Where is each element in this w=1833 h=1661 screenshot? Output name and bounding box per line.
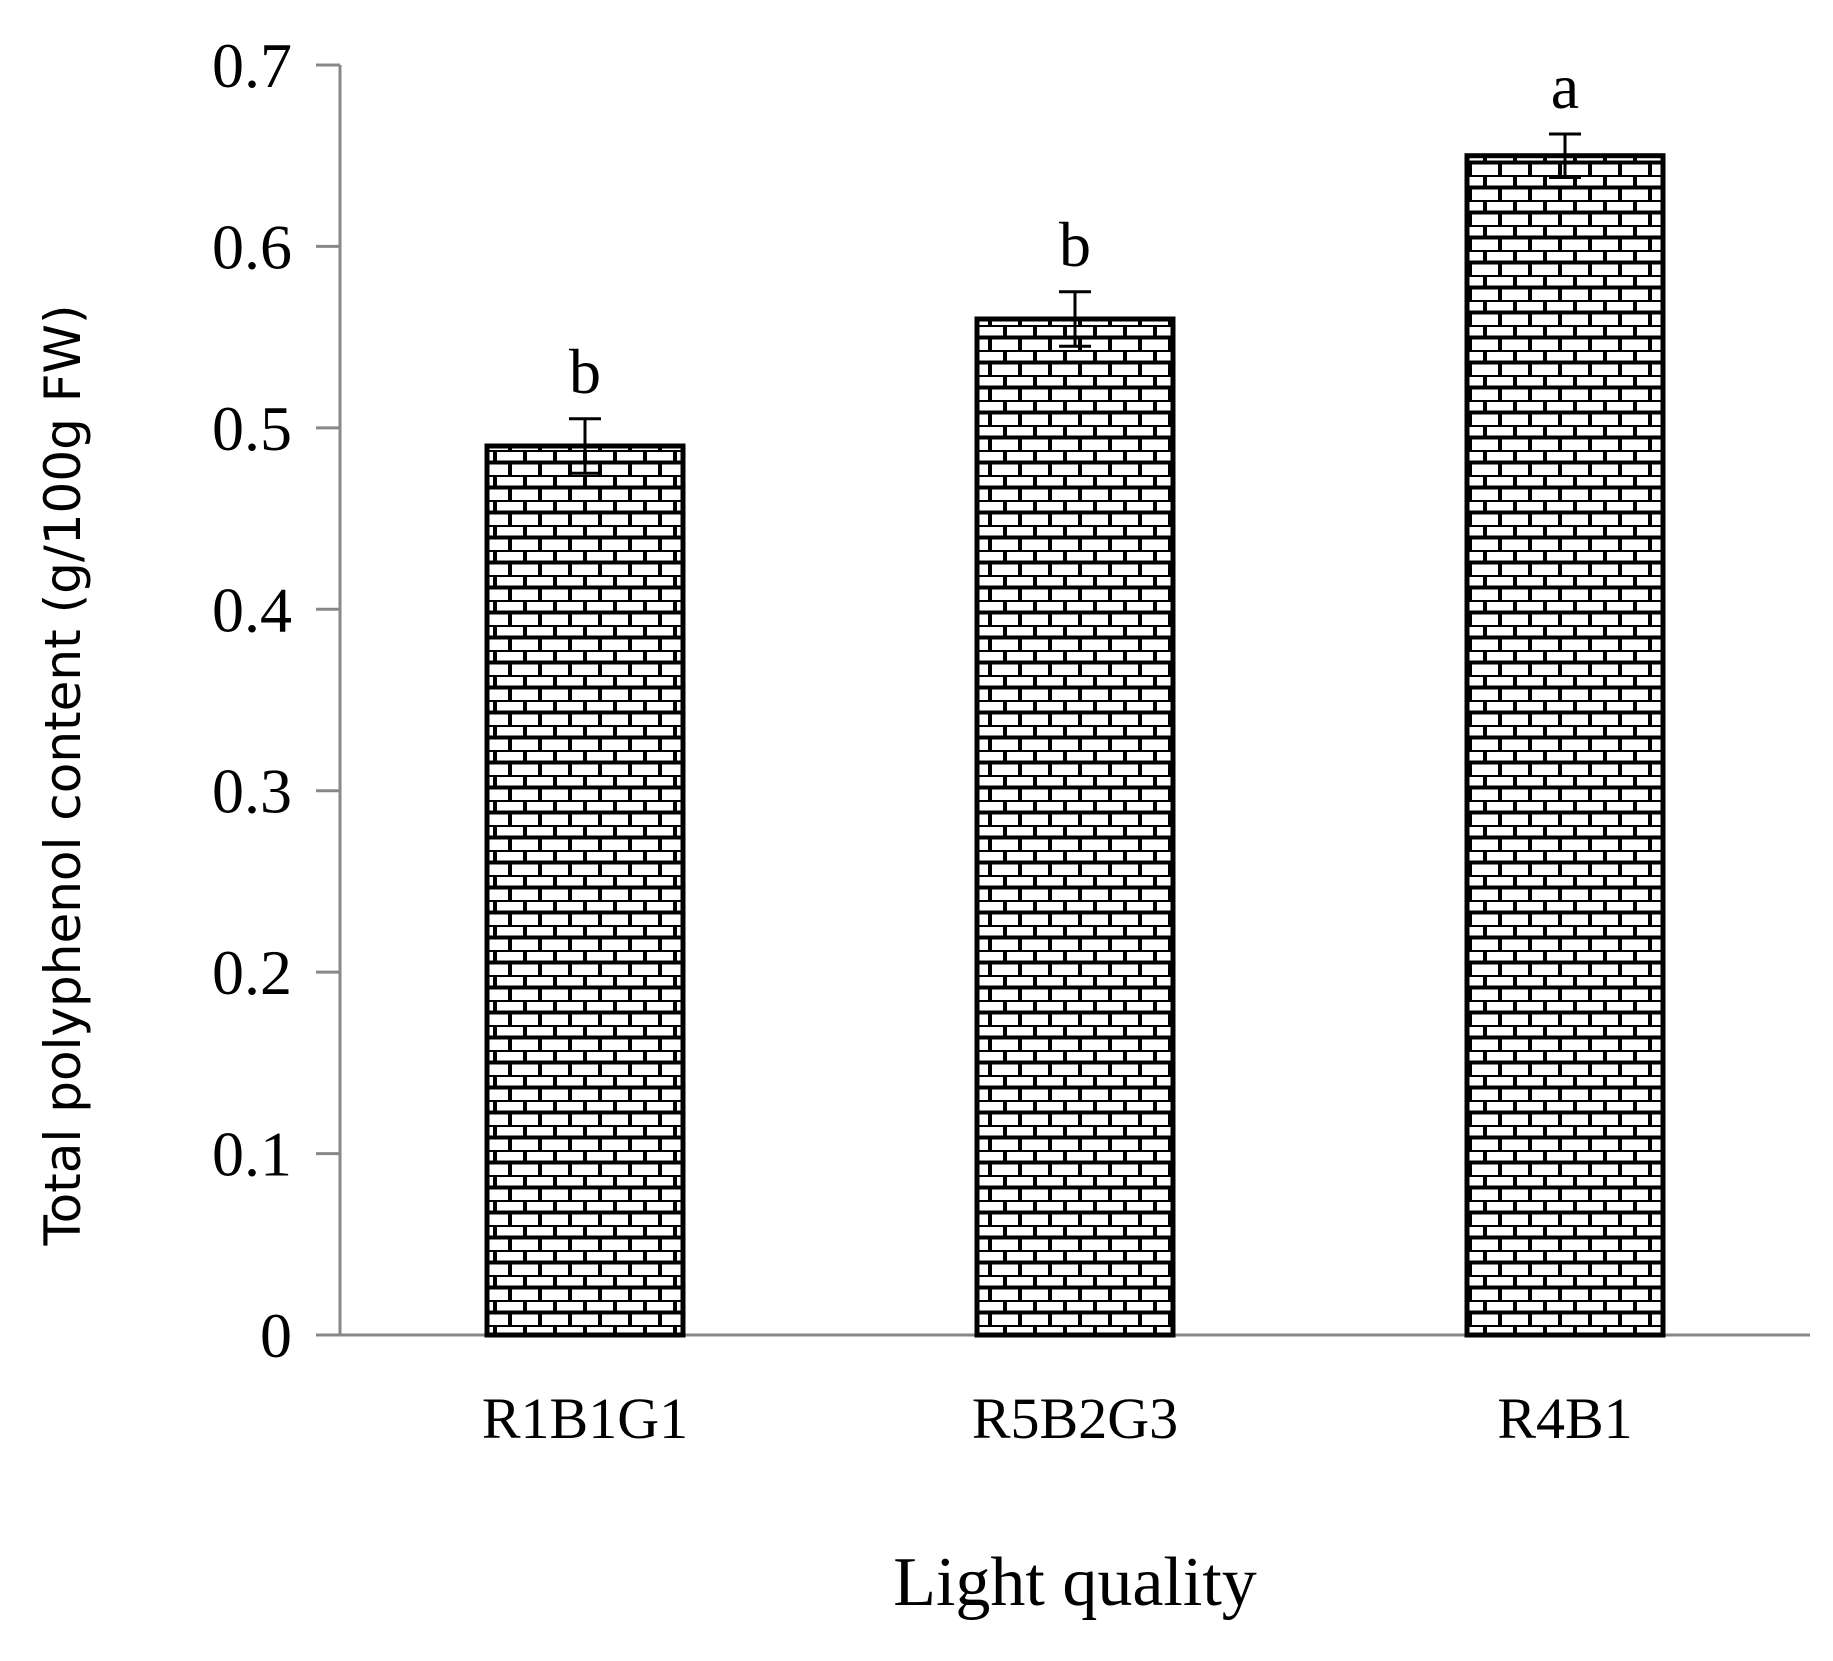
- bars: b b a: [484, 51, 1666, 1338]
- x-axis: R1B1G1 R5B2G3 R4B1: [318, 1333, 1810, 1451]
- bar-r4b1: [1464, 153, 1666, 1338]
- labels: Light quality Total polyphenol content (…: [34, 305, 1257, 1621]
- y-tick-label: 0.2: [212, 937, 292, 1008]
- y-axis: 0 0.1 0.2 0.3 0.4 0.5 0.6 0.7: [212, 30, 342, 1371]
- significance-label: b: [569, 336, 601, 407]
- bar-r1b1g1: [484, 443, 686, 1338]
- significance-label: a: [1551, 51, 1579, 122]
- x-tick-label: R5B2G3: [972, 1386, 1178, 1451]
- y-tick-label: 0.7: [212, 30, 292, 101]
- y-tick-label: 0: [260, 1300, 292, 1371]
- x-axis-label: Light quality: [893, 1544, 1257, 1621]
- y-tick-label: 0.4: [212, 574, 292, 645]
- bar-r5b2g3: [974, 316, 1176, 1338]
- significance-label: b: [1059, 209, 1091, 280]
- y-tick-label: 0.1: [212, 1119, 292, 1190]
- y-tick-label: 0.6: [212, 211, 292, 282]
- y-axis-label: Total polyphenol content (g/100g FW): [34, 305, 92, 1247]
- y-tick-label: 0.3: [212, 756, 292, 827]
- x-tick-label: R1B1G1: [482, 1386, 688, 1451]
- x-tick-label: R4B1: [1497, 1386, 1632, 1451]
- y-tick-label: 0.5: [212, 393, 292, 464]
